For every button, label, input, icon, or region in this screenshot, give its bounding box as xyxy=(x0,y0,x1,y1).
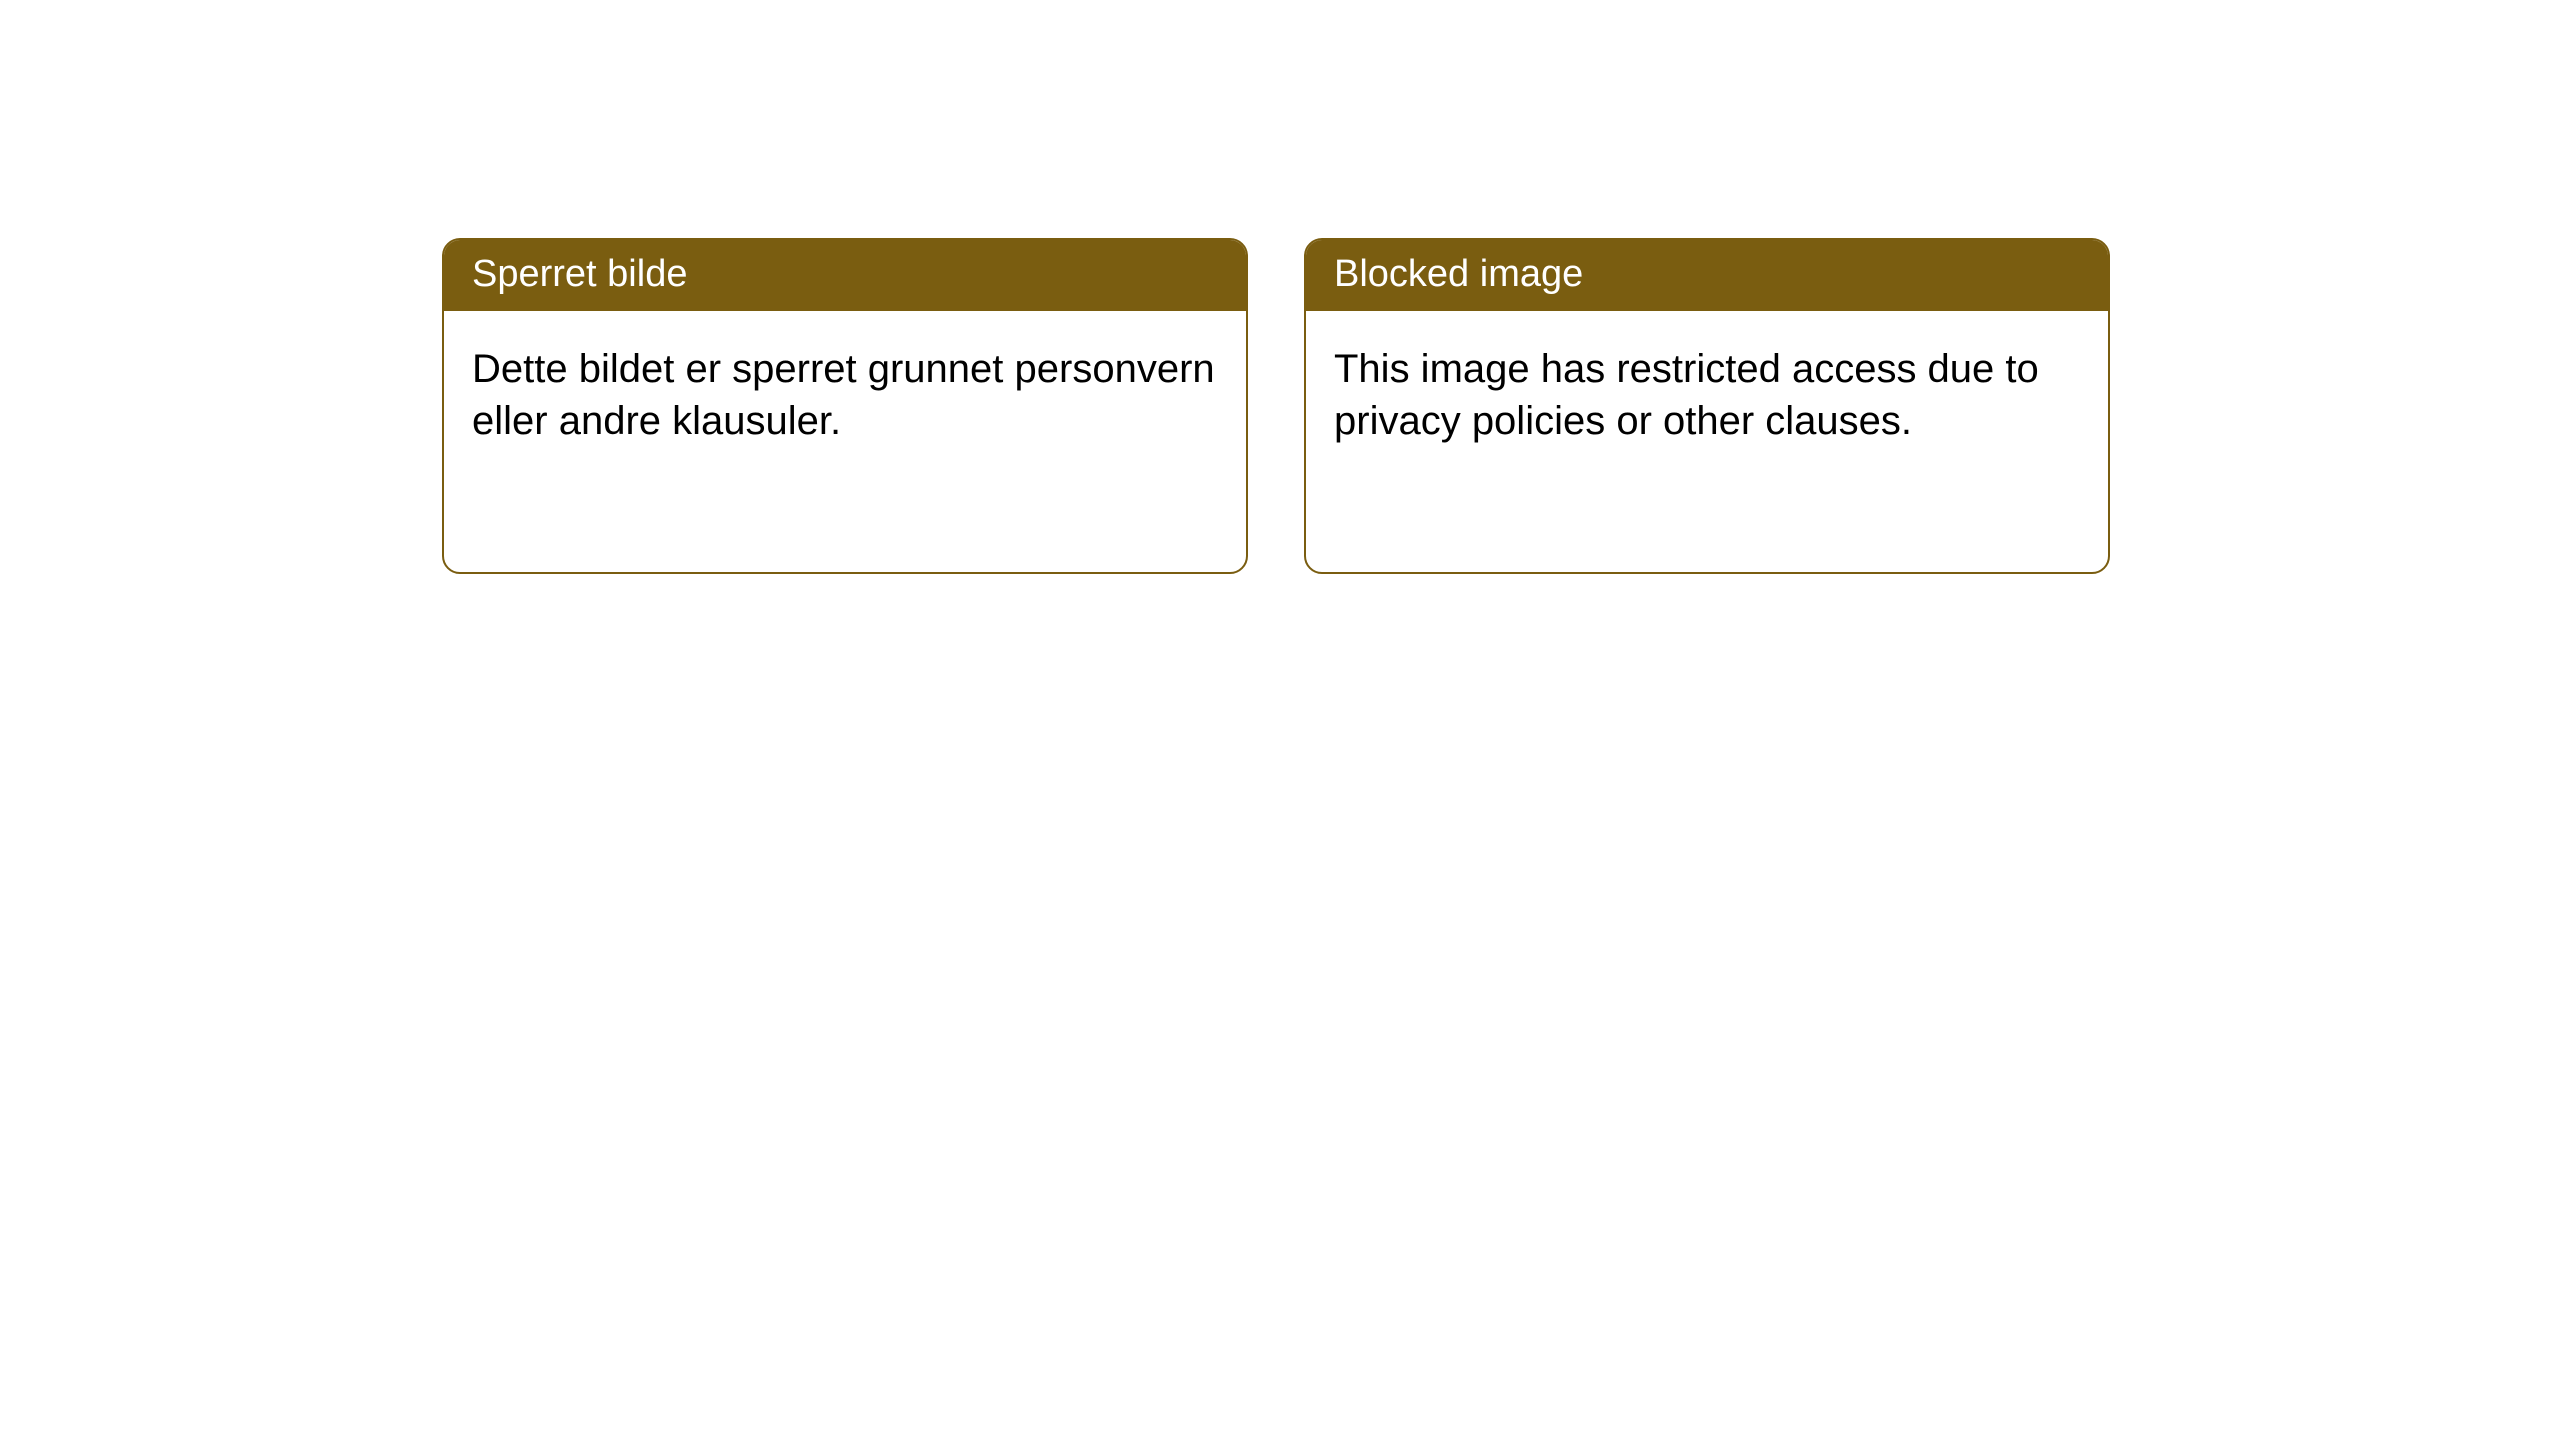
cards-container: Sperret bilde Dette bildet er sperret gr… xyxy=(0,0,2560,574)
card-body: This image has restricted access due to … xyxy=(1306,311,2108,479)
card-body: Dette bildet er sperret grunnet personve… xyxy=(444,311,1246,479)
notice-card-norwegian: Sperret bilde Dette bildet er sperret gr… xyxy=(442,238,1248,574)
card-header: Sperret bilde xyxy=(444,240,1246,311)
card-header: Blocked image xyxy=(1306,240,2108,311)
notice-card-english: Blocked image This image has restricted … xyxy=(1304,238,2110,574)
